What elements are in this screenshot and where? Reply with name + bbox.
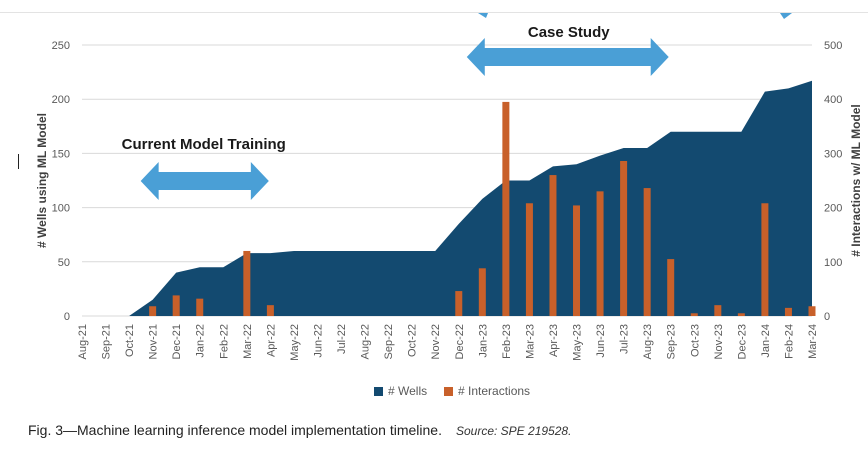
x-tick-label: Sep-21 [101,324,113,359]
wells-area-layer [82,80,812,317]
interaction-bar [620,160,628,316]
timeline-chart: 0 50 100 150 200 250 0 100 200 300 400 500 Aug-21 Sep… [35,13,863,398]
figure-caption: Fig. 3—Machine learning inference model … [28,422,571,438]
case-study-arrow [466,38,669,76]
interaction-bar [667,259,675,316]
x-tick-label: Sep-22 [383,324,395,359]
y-tick-label: 150 [52,148,70,160]
interactions-bar-layer [149,101,816,316]
x-tick-label: Aug-21 [77,324,89,359]
cropped-arrow-tip [478,13,488,18]
x-tick-label: Feb-24 [783,324,795,359]
x-tick-label: Sep-23 [666,324,678,359]
interaction-bar [149,306,157,316]
interaction-bar [643,188,651,316]
caption-source: Source: SPE 219528. [455,424,572,438]
interaction-bar [808,306,816,316]
interaction-bar [737,313,745,316]
interaction-bar [549,175,557,316]
x-tick-label: Apr-22 [265,324,277,357]
x-tick-label: Jun-23 [595,324,607,358]
x-tick-label: Dec-21 [171,324,183,359]
training-annotation-label: Current Model Training [122,136,286,153]
y-axis-title: # Wells using ML Model [35,113,49,248]
x-tick-label: Jan-24 [760,324,772,358]
legend: # Wells # Interactions [374,384,530,398]
y2-tick-label: 400 [824,94,842,106]
x-tick-label: Oct-21 [124,324,136,357]
annotations: Current Model Training Case Study [122,13,792,200]
interaction-bar [784,307,792,316]
x-tick-label: Feb-23 [501,324,513,359]
x-tick-label: Feb-22 [218,324,230,359]
y-tick-label: 100 [52,203,70,215]
interaction-bar [761,203,769,316]
y-tick-label: 50 [58,257,70,269]
interaction-bar [525,203,533,316]
x-tick-label: Apr-23 [548,324,560,357]
case-study-annotation-label: Case Study [528,24,610,41]
interaction-bar [455,291,463,316]
legend-swatch-interactions [444,387,453,396]
y-tick-label: 200 [52,94,70,106]
interaction-bar [596,191,604,316]
interaction-bar [714,305,722,316]
legend-label-interactions: # Interactions [458,384,530,398]
interaction-bar [502,101,510,316]
training-period-arrow [140,162,269,200]
interaction-bar [478,268,486,316]
interaction-bar [196,298,204,316]
y2-tick-label: 300 [824,148,842,160]
legend-swatch-wells [374,387,383,396]
x-tick-label: May-22 [289,324,301,361]
x-tick-label: Jan-23 [477,324,489,358]
y2-tick-label: 200 [824,203,842,215]
cropped-arrow-tip [780,13,792,19]
interaction-bar [243,250,251,316]
wells-area [82,80,812,317]
interaction-bar [573,205,581,316]
x-tick-label: Jul-22 [336,324,348,354]
x-tick-label: Oct-22 [407,324,419,357]
interaction-bar [266,305,274,316]
top-border-line [0,12,868,13]
x-tick-label: Mar-22 [242,324,254,359]
y2-tick-label: 100 [824,257,842,269]
x-tick-label: Nov-22 [430,324,442,359]
x-tick-label: Jul-23 [619,324,631,354]
y-tick-label: 250 [52,40,70,52]
x-tick-label: Aug-23 [642,324,654,359]
x-tick-label: Dec-23 [736,324,748,359]
y-tick-label: 0 [64,311,70,323]
y2-axis-title: # Interactions w/ ML Model [849,104,863,256]
x-tick-label: May-23 [572,324,584,361]
x-tick-label: Mar-24 [807,324,819,359]
x-tick-label: Jan-22 [195,324,207,358]
x-tick-label: Jun-22 [312,324,324,358]
y2-tick-label: 500 [824,40,842,52]
legend-label-wells: # Wells [388,384,427,398]
x-tick-label: Oct-23 [689,324,701,357]
x-tick-label: Dec-22 [454,324,466,359]
x-tick-label: Mar-23 [524,324,536,359]
caption-text: Fig. 3—Machine learning inference model … [28,422,442,438]
y2-tick-label: 0 [824,311,830,323]
axes: 0 50 100 150 200 250 0 100 200 300 400 500 Aug-21 Sep… [35,40,863,361]
interaction-bar [690,313,698,316]
x-tick-label: Nov-23 [713,324,725,359]
x-tick-label: Aug-22 [360,324,372,359]
interaction-bar [172,295,180,316]
chart-container: 0 50 100 150 200 250 0 100 200 300 400 500 Aug-21 Sep… [35,13,863,398]
text-cursor-mark [18,154,19,169]
x-tick-label: Nov-21 [148,324,160,359]
